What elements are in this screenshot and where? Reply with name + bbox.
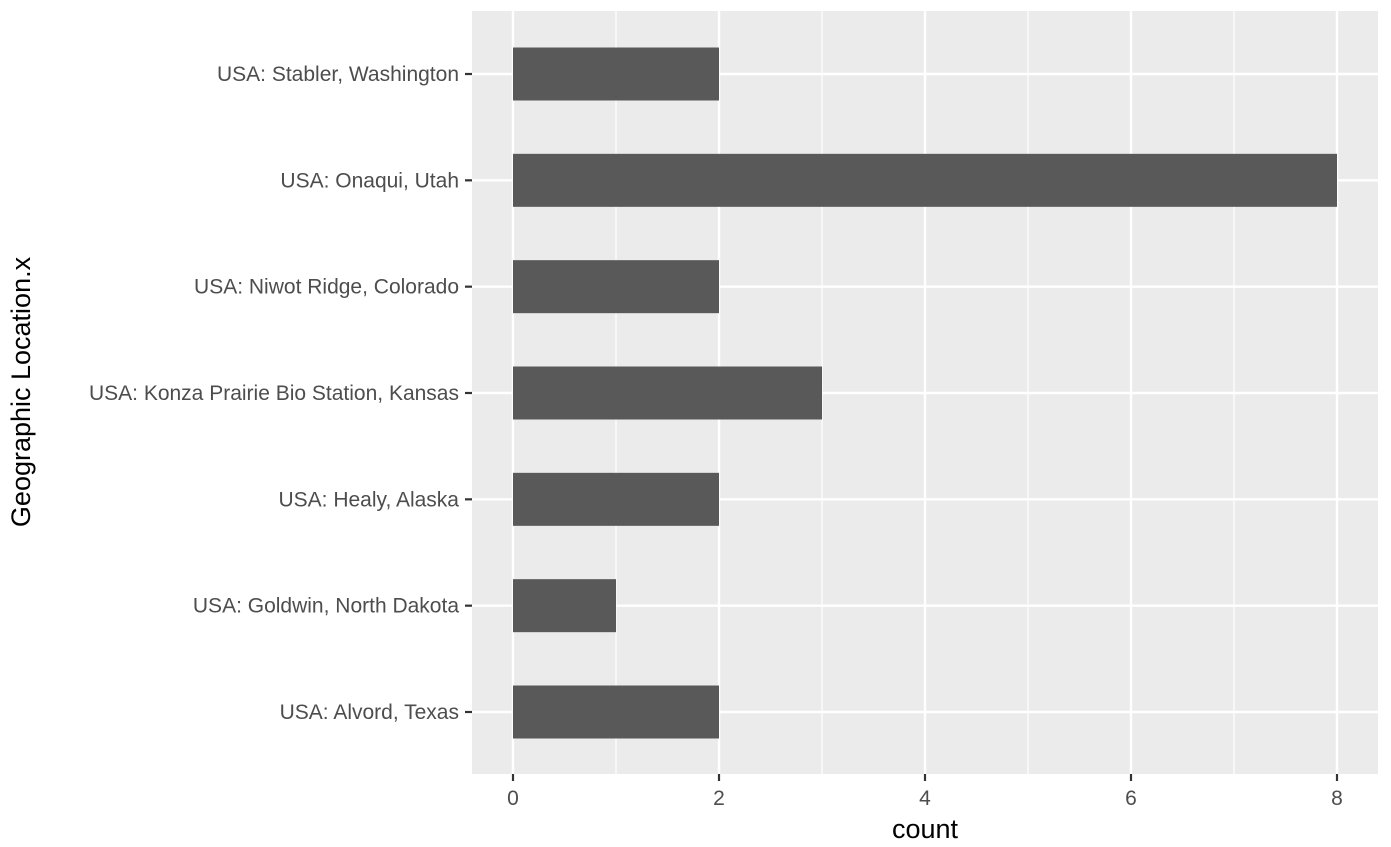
- x-tick-label: 0: [507, 787, 519, 810]
- y-tick-label: USA: Healy, Alaska: [278, 488, 459, 511]
- bars: [513, 47, 1337, 739]
- y-tick-label: USA: Goldwin, North Dakota: [193, 595, 459, 618]
- bar: [513, 579, 616, 633]
- y-tick-label: USA: Konza Prairie Bio Station, Kansas: [89, 382, 459, 405]
- x-tick-label: 2: [713, 787, 725, 810]
- bar: [513, 472, 719, 526]
- y-tick-label: USA: Stabler, Washington: [217, 63, 459, 86]
- x-tick-label: 6: [1125, 787, 1137, 810]
- bar: [513, 366, 822, 420]
- bar: [513, 47, 719, 101]
- x-axis-title: count: [892, 814, 959, 844]
- x-tick-label: 4: [919, 787, 931, 810]
- x-tick-label: 8: [1331, 787, 1343, 810]
- bar: [513, 685, 719, 739]
- bar: [513, 153, 1337, 207]
- x-axis: 0 2 4 6 8: [507, 774, 1343, 810]
- y-axis: USA: Alvord, Texas USA: Goldwin, North Da…: [89, 63, 472, 724]
- y-tick-label: USA: Onaqui, Utah: [280, 169, 459, 192]
- y-tick-label: USA: Alvord, Texas: [280, 701, 459, 724]
- y-axis-title: Geographic Location.x: [6, 256, 36, 527]
- y-tick-label: USA: Niwot Ridge, Colorado: [194, 276, 459, 299]
- bar: [513, 260, 719, 314]
